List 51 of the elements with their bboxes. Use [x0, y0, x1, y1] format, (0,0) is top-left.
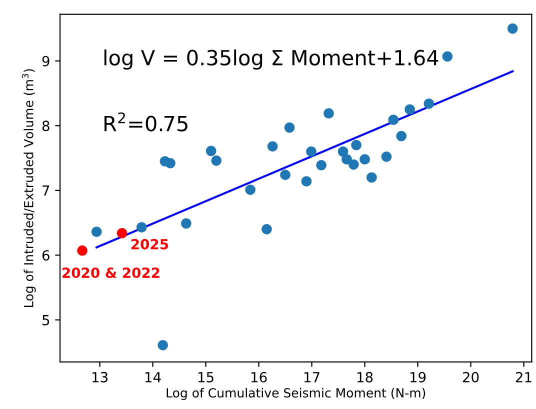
x-axis-title: Log of Cumulative Seismic Moment (N-m) [166, 388, 426, 400]
point [165, 158, 176, 168]
x-tick-label: 13 [92, 372, 108, 382]
y-tick-label: 8 [42, 120, 50, 132]
point [116, 228, 128, 238]
point [245, 184, 256, 195]
point [280, 170, 290, 180]
x-tick-label: 16 [251, 372, 267, 382]
point [404, 104, 416, 115]
point [262, 224, 272, 234]
point [348, 159, 359, 170]
point [158, 340, 168, 350]
x-tick-label: 14 [145, 372, 161, 382]
y-tick-label: 5 [42, 315, 50, 326]
point [442, 51, 453, 62]
point [91, 226, 102, 238]
point [284, 122, 295, 133]
point [316, 160, 327, 170]
point [211, 155, 222, 166]
point [507, 23, 518, 34]
point [366, 172, 377, 183]
x-tick-label: 20 [462, 372, 479, 382]
annotation: log V = 0.35log Σ Moment+1.64 [104, 49, 438, 70]
point [267, 141, 278, 152]
point [381, 152, 392, 162]
y-tick-label: 6 [42, 250, 50, 261]
x-tick-label: 18 [357, 372, 373, 382]
x-tick-label: 19 [410, 372, 426, 382]
point [301, 176, 312, 187]
x-tick-label: 21 [516, 372, 532, 382]
point [338, 146, 348, 157]
annotation: R$^{2}$=0.75 [104, 112, 188, 132]
y-tick-label: 7 [42, 186, 50, 196]
x-tick-label: 15 [198, 372, 214, 382]
point [388, 114, 399, 126]
point [360, 154, 370, 165]
point [351, 140, 362, 150]
y-tick-label: 9 [42, 56, 50, 66]
point [77, 245, 88, 256]
point [424, 98, 434, 109]
point [136, 222, 147, 232]
point [206, 146, 216, 156]
annotation: 2020 & 2022 [62, 268, 160, 278]
point [180, 218, 192, 229]
x-tick-label: 17 [304, 372, 320, 382]
y-axis-title: Log of Intruded/Extruded Volume (m$^{3}$) [22, 69, 36, 307]
point [396, 130, 407, 142]
point [306, 146, 316, 157]
annotation: 2025 [131, 238, 168, 250]
point [342, 154, 352, 165]
point [324, 108, 334, 119]
